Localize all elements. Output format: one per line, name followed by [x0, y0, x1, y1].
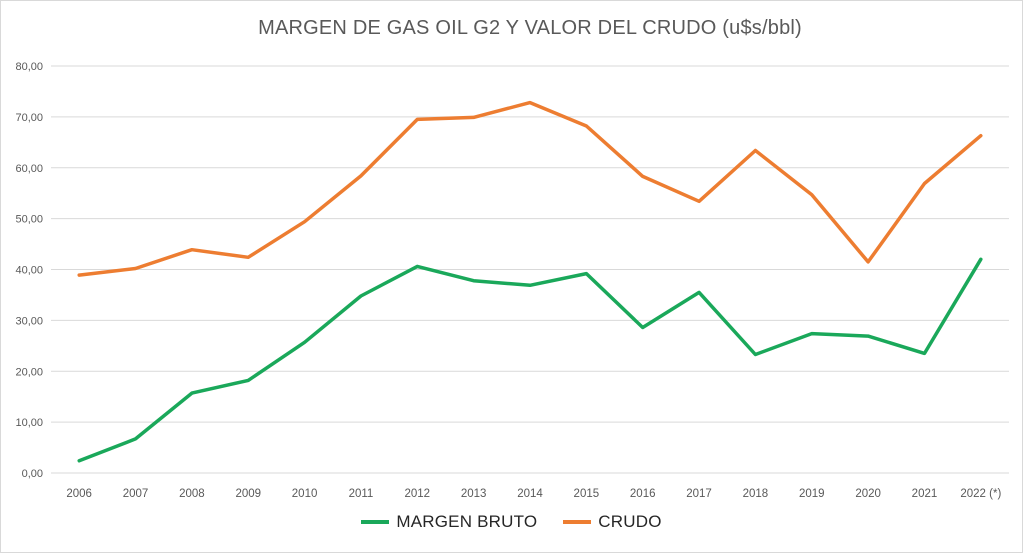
legend-item-crudo: CRUDO [563, 512, 661, 532]
legend-line-icon [563, 520, 592, 524]
x-tick-label: 2006 [66, 488, 92, 500]
y-tick-label: 10,00 [15, 417, 43, 429]
x-tick-label: 2016 [630, 488, 656, 500]
x-tick-label: 2019 [799, 488, 825, 500]
legend-label-crudo: CRUDO [598, 512, 662, 531]
y-tick-label: 20,00 [15, 366, 43, 378]
x-tick-label: 2013 [461, 488, 487, 500]
x-tick-label: 2012 [404, 488, 430, 500]
y-tick-label: 70,00 [15, 112, 43, 124]
x-tick-label: 2020 [855, 488, 881, 500]
y-tick-label: 80,00 [15, 61, 43, 73]
legend-item-margen-bruto: MARGEN BRUTO [361, 512, 537, 532]
y-tick-label: 30,00 [15, 315, 43, 327]
x-tick-label: 2014 [517, 488, 543, 500]
legend-label-margen-bruto: MARGEN BRUTO [396, 512, 538, 531]
y-tick-label: 0,00 [22, 468, 43, 480]
x-tick-label: 2009 [235, 488, 261, 500]
x-tick-label: 2022 (*) [960, 488, 1001, 500]
chart-title: MARGEN DE GAS OIL G2 Y VALOR DEL CRUDO (… [258, 17, 802, 39]
x-tick-label: 2008 [179, 488, 205, 500]
legend-line-icon [361, 520, 390, 524]
y-tick-label: 60,00 [15, 163, 43, 175]
x-tick-label: 2015 [574, 488, 600, 500]
series-line-crudo [77, 100, 983, 277]
x-tick-label: 2007 [123, 488, 149, 500]
x-tick-label: 2018 [743, 488, 769, 500]
y-tick-label: 40,00 [15, 265, 43, 277]
x-tick-label: 2017 [686, 488, 712, 500]
series-line-margen-bruto [77, 257, 983, 463]
x-tick-label: 2011 [349, 488, 374, 500]
x-tick-label: 2010 [292, 488, 318, 500]
legend: MARGEN BRUTO CRUDO [1, 512, 1022, 532]
x-tick-label: 2021 [912, 488, 938, 500]
y-tick-label: 50,00 [15, 214, 43, 226]
